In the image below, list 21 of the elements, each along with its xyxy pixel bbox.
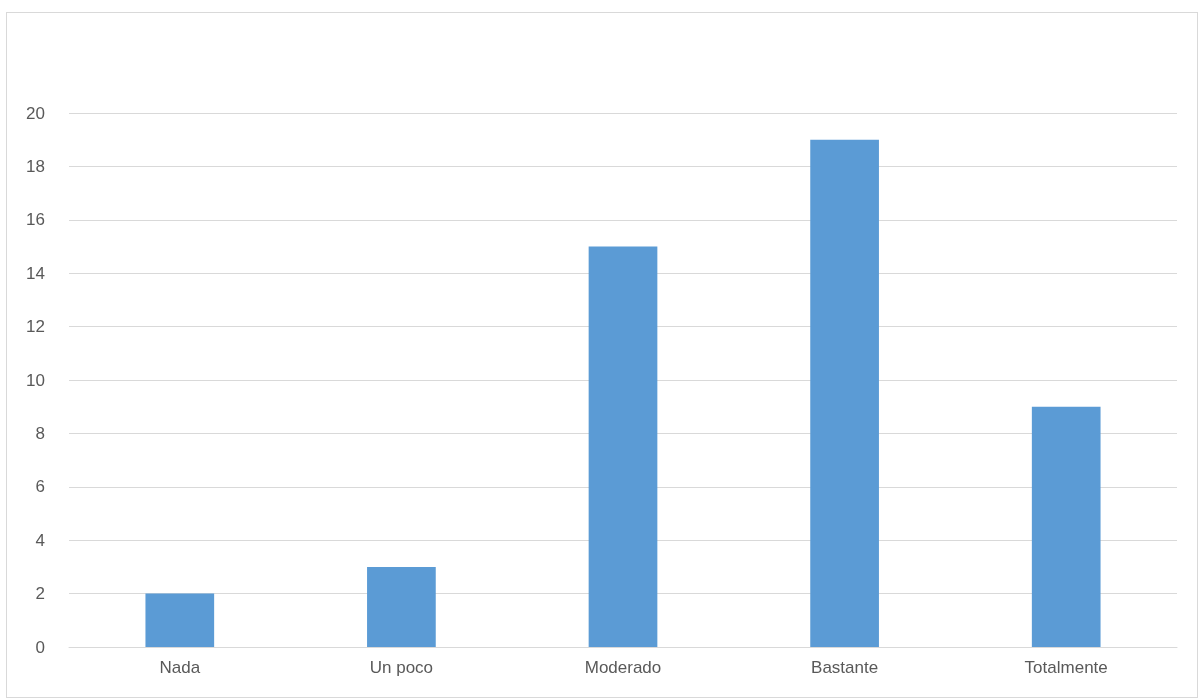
y-tick-label: 16 <box>26 210 45 230</box>
x-tick-label: Bastante <box>811 658 879 677</box>
bar <box>588 246 658 647</box>
y-tick-label: 2 <box>35 584 45 604</box>
y-tick-label: 18 <box>26 156 45 176</box>
y-tick-label: 0 <box>35 637 45 657</box>
x-tick-label: Totalmente <box>1024 658 1108 677</box>
x-tick-label: Un poco <box>369 658 434 677</box>
y-tick-label: 8 <box>35 423 45 443</box>
y-tick-label: 10 <box>26 370 45 390</box>
y-tick-label: 6 <box>35 477 45 497</box>
bar <box>810 139 879 647</box>
y-tick-label: 14 <box>26 263 45 283</box>
x-tick-label: Nada <box>159 658 201 677</box>
bar <box>367 566 436 647</box>
x-tick-label: Moderado <box>584 658 662 677</box>
bar <box>1031 406 1101 647</box>
y-tick-label: 20 <box>26 103 45 123</box>
y-tick-label: 12 <box>26 317 45 337</box>
y-tick-label: 4 <box>35 530 45 550</box>
bar <box>145 593 215 647</box>
